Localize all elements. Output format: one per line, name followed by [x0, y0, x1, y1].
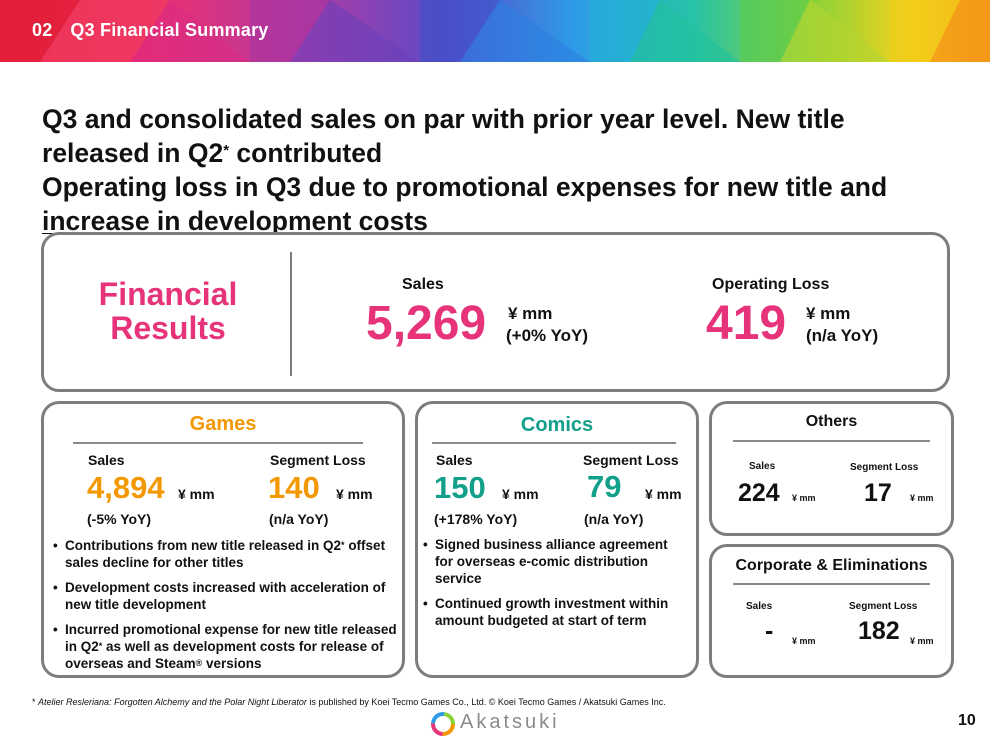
others-title: Others [805, 413, 858, 430]
corporate-sales-value: - [765, 617, 774, 645]
corporate-sales-unit: ¥ mm [792, 636, 816, 646]
games-segment-loss-unit: ¥ mm [336, 486, 373, 502]
banner-pattern [0, 0, 990, 62]
operating-loss-unit: ¥ mm [806, 304, 851, 323]
section-number: 02 [32, 20, 53, 40]
comics-sales-unit: ¥ mm [502, 486, 539, 502]
comics-sales-yoy: (+178% YoY) [434, 511, 518, 527]
list-item: Contributions from new title released in… [53, 537, 398, 571]
corporate-segment-loss-unit: ¥ mm [910, 636, 934, 646]
headline: Q3 and consolidated sales on par with pr… [42, 102, 952, 238]
brand-name: Akatsuki [460, 711, 560, 733]
games-bullets: Contributions from new title released in… [53, 537, 398, 680]
headline-line-4: increase in development costs [42, 206, 428, 236]
corporate-title-rule [733, 583, 930, 585]
financial-results-title-line-2: Results [110, 310, 226, 346]
games-title: Games [189, 413, 257, 435]
others-sales-unit: ¥ mm [792, 493, 816, 503]
others-sales-value: 224 [738, 479, 780, 507]
sales-value: 5,269 [366, 297, 487, 350]
comics-title-rule [432, 442, 676, 444]
financial-results-title-line-1: Financial [98, 276, 238, 312]
games-sales-value: 4,894 [87, 470, 165, 505]
corporate-sales-label: Sales [746, 601, 773, 612]
headline-footnote-mark: * [223, 142, 230, 159]
games-sales-unit: ¥ mm [178, 486, 215, 502]
comics-bullets: Signed business alliance agreement for o… [423, 536, 685, 637]
footnote-title: Atelier Resleriana: Forgotten Alchemy an… [38, 697, 307, 707]
comics-title: Comics [520, 414, 594, 436]
others-segment-loss-unit: ¥ mm [910, 493, 934, 503]
akatsuki-logo-icon [431, 712, 455, 736]
comics-sales-label: Sales [436, 452, 473, 468]
headline-line-1: Q3 and consolidated sales on par with pr… [42, 104, 845, 134]
sales-label: Sales [402, 276, 444, 293]
list-item: Incurred promotional expense for new tit… [53, 621, 398, 672]
comics-segment-loss-unit: ¥ mm [645, 486, 682, 502]
comics-segment-loss-yoy: (n/a YoY) [584, 511, 644, 527]
financial-results-title: Financial Results [58, 277, 278, 345]
others-title-rule [733, 440, 930, 442]
games-segment-loss-label: Segment Loss [270, 452, 366, 468]
footnote-text: is published by Koei Tecmo Games Co., Lt… [306, 697, 666, 707]
corporate-segment-loss-value: 182 [858, 617, 900, 645]
sales-unit: ¥ mm [508, 304, 553, 323]
list-item: Development costs increased with acceler… [53, 579, 398, 613]
corporate-panel [709, 544, 954, 678]
section-title-text: Q3 Financial Summary [70, 20, 269, 40]
sales-yoy: (+0% YoY) [506, 326, 589, 345]
list-item: Continued growth investment within amoun… [423, 595, 685, 629]
others-segment-loss-label: Segment Loss [850, 462, 919, 473]
others-panel [709, 401, 954, 536]
operating-loss-value: 419 [706, 297, 787, 350]
corporate-title: Corporate & Eliminations [735, 557, 928, 574]
headline-line-3: Operating loss in Q3 due to promotional … [42, 172, 888, 202]
financial-results-panel [41, 232, 950, 392]
header-banner: 02 Q3 Financial Summary [0, 0, 990, 62]
headline-line-2-end: contributed [229, 138, 383, 168]
others-sales-label: Sales [749, 461, 776, 472]
others-segment-loss-value: 17 [864, 479, 892, 507]
games-segment-loss-yoy: (n/a YoY) [269, 511, 329, 527]
games-segment-loss-value: 140 [268, 470, 320, 505]
comics-segment-loss-value: 79 [587, 469, 622, 504]
footnote: * Atelier Resleriana: Forgotten Alchemy … [32, 697, 666, 707]
comics-segment-loss-label: Segment Loss [583, 452, 679, 468]
footnote-mark: * [32, 697, 36, 707]
comics-sales-value: 150 [434, 470, 486, 505]
list-item: Signed business alliance agreement for o… [423, 536, 685, 587]
page-number: 10 [958, 712, 976, 729]
divider [290, 252, 292, 376]
corporate-segment-loss-label: Segment Loss [849, 601, 918, 612]
operating-loss-label: Operating Loss [712, 276, 830, 293]
games-sales-yoy: (-5% YoY) [87, 511, 152, 527]
headline-line-2-text: released in Q2 [42, 138, 224, 168]
section-title: 02 Q3 Financial Summary [32, 20, 287, 41]
operating-loss-yoy: (n/a YoY) [806, 326, 879, 345]
games-sales-label: Sales [88, 452, 125, 468]
headline-line-2: released in Q2* contributed [42, 136, 952, 170]
games-title-rule [73, 442, 363, 444]
